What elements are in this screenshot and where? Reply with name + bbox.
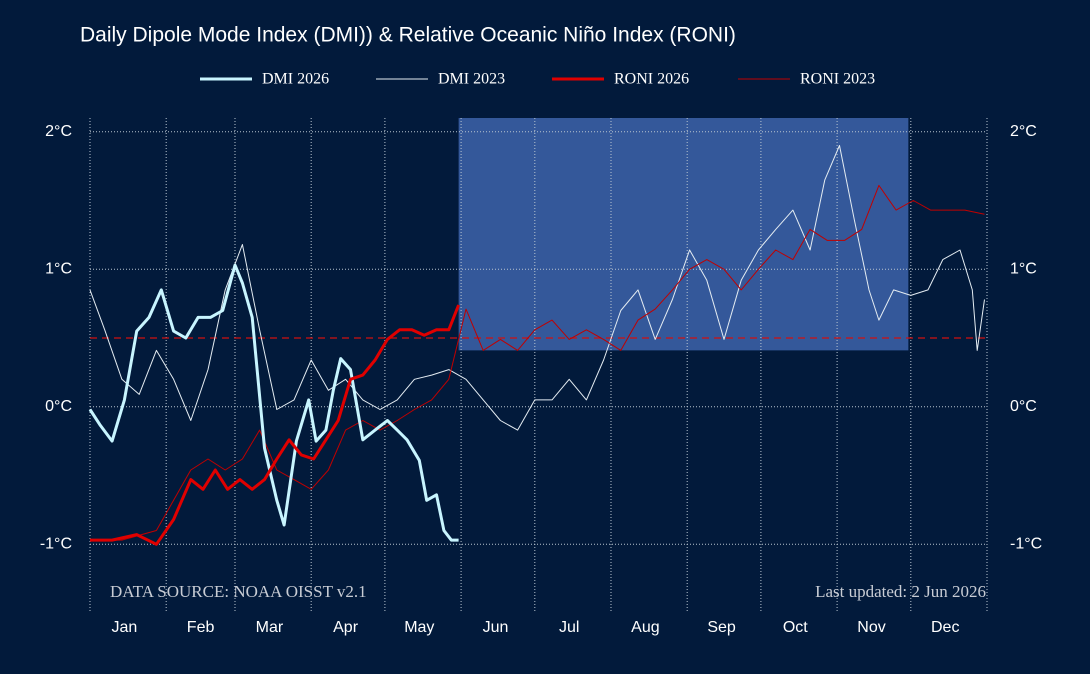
x-tick-label: Jul (559, 619, 579, 636)
y2-tick-label: 2°C (1010, 123, 1037, 140)
y2-tick-label: 0°C (1010, 398, 1037, 415)
chart-title: Daily Dipole Mode Index (DMI)) & Relativ… (80, 24, 736, 47)
y2-tick-label: -1°C (1010, 535, 1042, 552)
legend-label: DMI 2023 (438, 71, 505, 88)
x-tick-label: Jun (483, 619, 509, 636)
x-tick-label: Nov (857, 619, 885, 636)
series-line (88, 263, 459, 542)
y-tick-label: -1°C (40, 535, 72, 552)
x-tick-label: Mar (256, 619, 284, 636)
x-tick-label: Dec (931, 619, 959, 636)
y-tick-label: 2°C (45, 123, 72, 140)
legend-label: DMI 2026 (262, 71, 329, 88)
x-tick-label: Oct (783, 619, 808, 636)
highlight-region (458, 118, 909, 351)
x-tick-label: Apr (333, 619, 359, 636)
x-tick-label: May (404, 619, 434, 636)
legend-label: RONI 2023 (800, 71, 875, 88)
y-tick-label: 0°C (45, 398, 72, 415)
x-tick-label: Jan (112, 619, 138, 636)
x-tick-label: Aug (631, 619, 659, 636)
series-line (90, 304, 460, 546)
x-tick-label: Feb (187, 619, 215, 636)
y2-tick-label: 1°C (1010, 260, 1037, 277)
x-tick-label: Sep (707, 619, 736, 636)
legend-label: RONI 2026 (614, 71, 689, 88)
source-note: DATA SOURCE: NOAA OISST v2.1 (110, 582, 367, 601)
series-line (89, 145, 985, 431)
y-tick-label: 1°C (45, 260, 72, 277)
updated-note: Last updated: 2 Jun 2026 (815, 582, 986, 601)
